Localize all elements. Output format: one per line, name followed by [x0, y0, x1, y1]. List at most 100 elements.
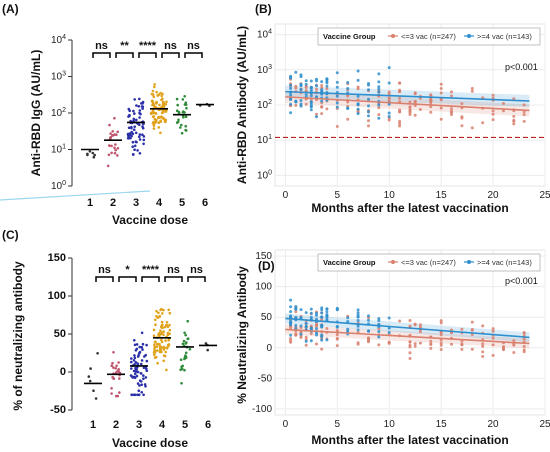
x-tick-label: 5: [335, 190, 341, 201]
data-point: [133, 112, 136, 115]
panel-c-y-ticks: -50 0 50 100 150: [48, 252, 72, 416]
x-tick-label: 0: [283, 419, 289, 430]
data-point: [413, 342, 417, 346]
data-point: [289, 83, 293, 87]
x-tick-label: 5: [179, 197, 185, 209]
data-point: [491, 343, 495, 347]
y-tick-label: -100: [252, 404, 272, 415]
data-point: [429, 99, 433, 103]
data-point: [127, 126, 131, 130]
data-point: [387, 118, 391, 122]
data-point: [299, 316, 303, 319]
data-point: [460, 327, 464, 331]
panel-b-legend-low: <=3 vac (n=247): [401, 32, 456, 41]
data-point: [439, 117, 443, 121]
data-point: [142, 374, 145, 377]
panel-c-significance: ns * **** ns ns: [95, 264, 206, 282]
data-point: [155, 118, 158, 122]
data-point: [130, 393, 133, 397]
data-point: [134, 372, 137, 376]
x-tick-label: 1: [87, 197, 93, 209]
panel-d-legend-marker-high: [467, 260, 471, 264]
data-point: [522, 119, 526, 123]
data-point: [320, 105, 324, 109]
x-tick-label: 10: [384, 419, 396, 430]
data-point: [159, 308, 162, 312]
data-point: [165, 100, 168, 104]
data-point: [152, 353, 156, 357]
data-point: [346, 81, 350, 84]
data-point: [142, 377, 145, 381]
data-point: [325, 310, 329, 314]
data-point: [184, 351, 188, 355]
data-point: [138, 135, 141, 139]
data-point: [315, 95, 318, 99]
data-point: [377, 72, 381, 76]
data-point: [161, 97, 164, 100]
data-point: [289, 321, 293, 325]
data-point: [387, 111, 391, 115]
data-point: [140, 391, 143, 394]
data-point: [320, 112, 324, 116]
data-point: [335, 94, 339, 98]
data-point: [206, 348, 209, 352]
data-point: [152, 328, 156, 332]
data-point: [157, 115, 161, 119]
data-point: [502, 109, 505, 113]
data-point: [315, 79, 318, 83]
data-point: [141, 133, 144, 136]
data-point: [320, 315, 324, 319]
data-point: [335, 71, 339, 75]
data-point: [408, 113, 412, 116]
data-point: [167, 338, 170, 342]
data-point: [377, 80, 381, 84]
data-point: [367, 114, 370, 118]
data-point: [184, 333, 187, 337]
data-point: [304, 339, 308, 343]
data-point: [460, 347, 464, 351]
significance-bracket: [141, 276, 160, 282]
data-point: [138, 152, 142, 155]
y-tick-label: 100: [48, 290, 66, 302]
data-point: [163, 354, 167, 358]
data-point: [418, 108, 422, 111]
data-point: [89, 367, 92, 370]
data-point: [138, 116, 141, 119]
data-point: [299, 82, 303, 86]
data-point: [179, 358, 183, 362]
data-point: [439, 106, 443, 110]
data-point: [346, 316, 350, 320]
data-point: [139, 380, 143, 383]
data-point: [387, 341, 391, 345]
data-point: [387, 115, 391, 118]
data-point: [408, 100, 412, 104]
data-point: [299, 75, 303, 79]
data-point: [413, 113, 417, 117]
data-point: [367, 88, 370, 92]
data-point: [439, 321, 443, 325]
data-point: [141, 107, 144, 110]
data-point: [450, 113, 453, 116]
data-point: [160, 94, 163, 98]
panel-d-y-title: % Neutralizing Antibody: [235, 266, 249, 404]
data-point: [304, 325, 308, 329]
x-tick-label: 6: [202, 197, 208, 209]
data-point: [367, 119, 370, 123]
data-point: [162, 110, 165, 114]
panel-b: (B) 0 5 10 15 20 25 100 101 102 103 104 Vaccine Gr…: [235, 2, 550, 215]
data-point: [315, 112, 318, 116]
data-point: [481, 324, 485, 328]
data-point: [320, 325, 324, 329]
data-point: [289, 314, 293, 318]
data-point: [167, 308, 170, 312]
data-point: [320, 338, 324, 342]
data-point: [439, 319, 443, 323]
data-point: [180, 123, 183, 127]
data-point: [299, 104, 303, 108]
data-point: [413, 91, 417, 95]
data-point: [183, 331, 186, 335]
data-point: [309, 85, 313, 89]
data-point: [367, 97, 370, 101]
data-point: [481, 350, 485, 354]
